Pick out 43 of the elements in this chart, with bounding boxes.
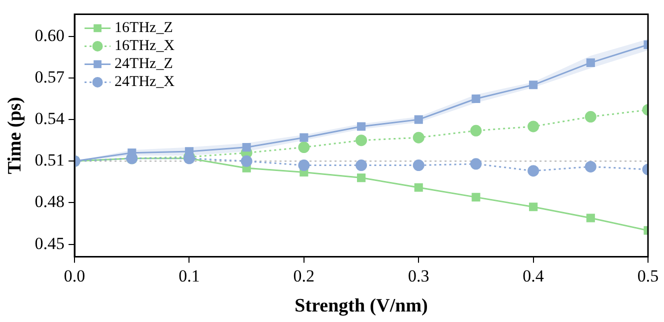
legend-label: 24THz_X bbox=[114, 74, 175, 90]
x-tick-label: 0.4 bbox=[522, 266, 544, 286]
y-tick-label: 0.57 bbox=[34, 67, 66, 86]
point bbox=[356, 134, 368, 146]
point bbox=[586, 58, 595, 68]
point bbox=[300, 133, 308, 142]
point bbox=[414, 183, 423, 192]
y-tick-label: 0.60 bbox=[34, 26, 65, 45]
x-tick-label: 0.3 bbox=[408, 266, 430, 286]
y-tick-label: 0.51 bbox=[34, 150, 65, 170]
point bbox=[298, 160, 310, 172]
point bbox=[470, 124, 482, 136]
point bbox=[412, 160, 424, 172]
x-tick-label: 0.2 bbox=[293, 266, 315, 286]
legend-label: 24THz_Z bbox=[114, 56, 173, 72]
point bbox=[412, 132, 424, 144]
point bbox=[356, 173, 366, 182]
point bbox=[528, 120, 540, 132]
point bbox=[586, 214, 595, 222]
point bbox=[529, 202, 538, 212]
y-axis-title: Time (ps) bbox=[4, 96, 26, 174]
legend-label: 16THz_Z bbox=[114, 20, 173, 36]
point bbox=[414, 115, 423, 124]
point bbox=[584, 160, 596, 172]
y-tick-label: 0.48 bbox=[34, 192, 65, 212]
point bbox=[298, 142, 310, 154]
x-tick-label: 0.0 bbox=[64, 266, 86, 286]
point bbox=[242, 143, 251, 152]
point bbox=[240, 155, 252, 167]
point bbox=[472, 192, 480, 202]
legend-label: 16THz_X bbox=[114, 38, 175, 54]
point bbox=[472, 94, 480, 104]
x-tick-label: 0.1 bbox=[178, 266, 200, 286]
point bbox=[529, 80, 538, 90]
x-tick-label: 0.5 bbox=[637, 266, 659, 286]
point bbox=[356, 160, 368, 172]
y-tick-label: 0.45 bbox=[34, 234, 65, 253]
point bbox=[470, 158, 482, 170]
point bbox=[584, 111, 596, 123]
y-tick-label: 0.54 bbox=[34, 109, 66, 128]
point bbox=[356, 122, 366, 131]
point bbox=[528, 165, 540, 177]
x-axis-title: Strength (V/nm) bbox=[294, 296, 428, 317]
